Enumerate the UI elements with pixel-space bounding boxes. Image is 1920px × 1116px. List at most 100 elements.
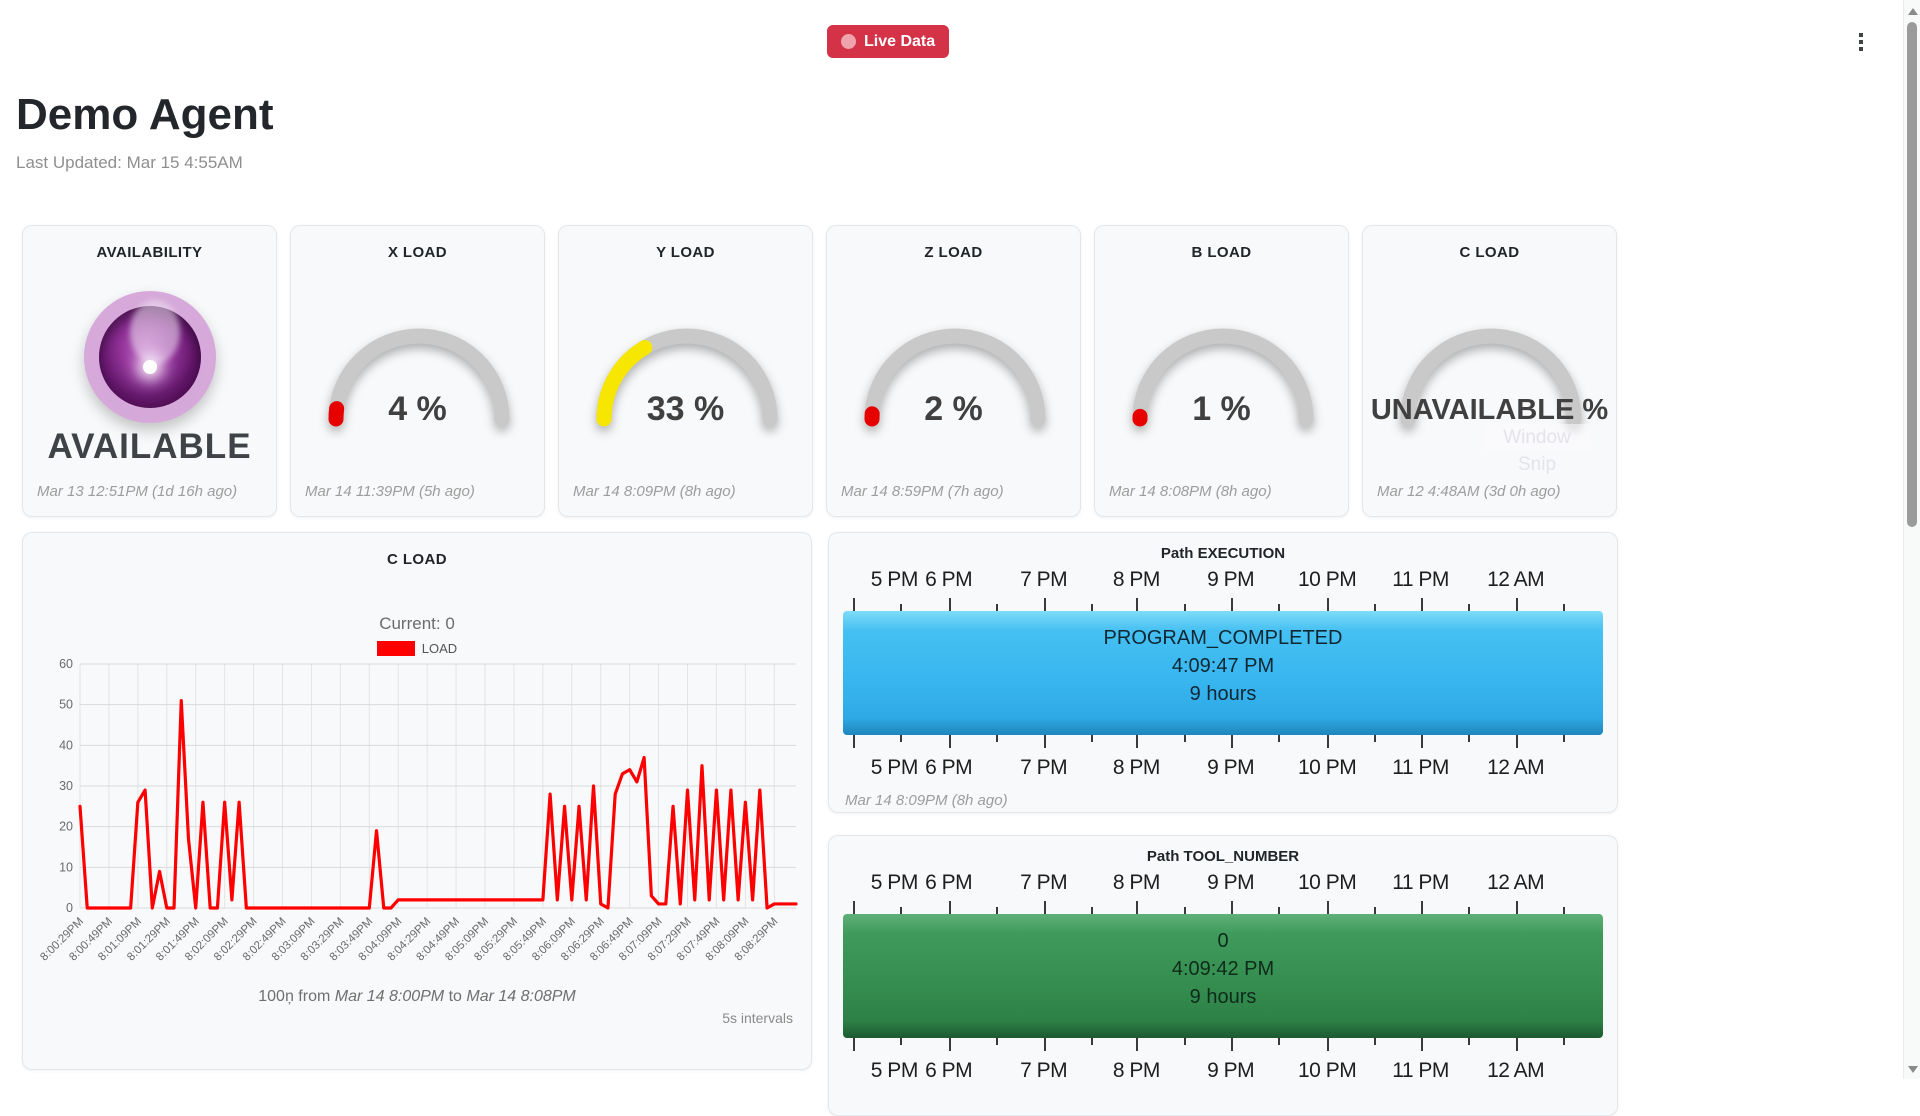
- timeline-axis-labels-bottom: 5 PM 6 PM 7 PM 8 PM 9 PM 10 PM 11 PM 12 AM: [843, 756, 1603, 784]
- timeline-hour-label: 11 PM: [1392, 756, 1449, 779]
- x-load-card: X LOAD 4 % Mar 14 11:39PM (5h ago): [290, 225, 545, 517]
- svg-text:30: 30: [59, 779, 73, 793]
- c-load-card: C LOAD UNAVAILABLE % Mar 12 4:48AM (3d 0…: [1362, 225, 1617, 517]
- scrollbar-thumb[interactable]: [1907, 22, 1917, 527]
- bar-time-label: 4:09:42 PM: [1171, 958, 1275, 980]
- gauge-value: 33 %: [646, 390, 725, 428]
- availability-card: AVAILABILITY AVAILABLE Mar 13 12:51PM (1…: [22, 225, 277, 517]
- card-timestamp: Mar 12 4:48AM (3d 0h ago): [1377, 483, 1561, 500]
- card-title: C LOAD: [1459, 244, 1520, 261]
- timeline-hour-label: 9 PM: [1207, 871, 1255, 894]
- bar-state-label: PROGRAM_COMPLETED: [1103, 627, 1343, 649]
- timeline-hour-label: 11 PM: [1392, 1059, 1449, 1082]
- gauge-arc-icon: [328, 328, 509, 427]
- chart-current-value: Current: 0: [379, 614, 455, 633]
- card-timestamp: Mar 13 12:51PM (1d 16h ago): [37, 483, 238, 500]
- path-execution-card: Path EXECUTION 5 PM 6 PM 7 PM 8 PM 9 PM 10 PM…: [828, 532, 1618, 813]
- card-title: B LOAD: [1191, 244, 1252, 261]
- timeline-hour-label: 9 PM: [1207, 568, 1255, 591]
- timeline-axis-ticks-top: [843, 899, 1603, 914]
- timeline-hour-label: 8 PM: [1112, 756, 1161, 779]
- card-title: Y LOAD: [656, 244, 715, 261]
- last-updated-label: Last Updated: Mar 15 4:55AM: [16, 153, 243, 172]
- card-title: X LOAD: [387, 244, 448, 261]
- timeline-hour-label: 6 PM: [925, 871, 973, 894]
- gauge-value: 4 %: [388, 390, 447, 428]
- path-tool-number-card: Path TOOL_NUMBER 5 PM 6 PM 7 PM 8 PM 9 PM 10 …: [828, 835, 1618, 1116]
- timeline-hour-label: 8 PM: [1112, 568, 1161, 591]
- timeline-hour-label: 10 PM: [1298, 568, 1357, 591]
- kebab-menu-icon[interactable]: [1852, 33, 1870, 57]
- timeline-axis-ticks-bottom: [843, 735, 1603, 750]
- legend-swatch-icon: [376, 641, 415, 656]
- chart-caption: 100ņ from Mar 14 8:00PM to Mar 14 8:08PM: [258, 988, 576, 1005]
- execution-state-bar: PROGRAM_COMPLETED 4:09:47 PM 9 hours: [843, 611, 1603, 735]
- vertical-scrollbar[interactable]: [1903, 0, 1920, 1079]
- c-load-chart-card: C LOAD Current: 0 LOAD 8:00:29PM 8:00:49P…: [22, 532, 812, 1070]
- load-line-chart: 8:00:29PM8:00:49PM8:01:09PM8:01:29PM8:01…: [38, 657, 798, 963]
- timeline-hour-label: 12 AM: [1487, 871, 1545, 894]
- live-data-badge[interactable]: Live Data: [827, 25, 950, 58]
- timeline-axis-labels-top: 5 PM 6 PM 7 PM 8 PM 9 PM 10 PM 11 PM 12 AM: [843, 568, 1603, 596]
- card-timestamp: Mar 14 8:09PM (8h ago): [845, 792, 1008, 809]
- gauge-arc-icon: [596, 328, 777, 427]
- gauge-arc-icon: [864, 328, 1045, 427]
- timeline-hour-label: 10 PM: [1298, 1059, 1357, 1082]
- card-timestamp: Mar 14 8:08PM (8h ago): [1109, 483, 1272, 500]
- timeline-hour-label: 10 PM: [1298, 756, 1357, 779]
- timeline-title: Path TOOL_NUMBER: [1146, 848, 1300, 865]
- svg-text:10: 10: [59, 860, 73, 874]
- svg-text:0: 0: [66, 901, 73, 915]
- bar-duration-label: 9 hours: [1189, 683, 1257, 705]
- card-timestamp: Mar 14 11:39PM (5h ago): [305, 483, 475, 500]
- legend-label: LOAD: [421, 641, 458, 656]
- timeline-hour-label: 12 AM: [1487, 1059, 1545, 1082]
- timeline-hour-label: 7 PM: [1020, 568, 1068, 591]
- card-title: Z LOAD: [924, 244, 983, 261]
- scroll-up-arrow-icon[interactable]: [1908, 8, 1918, 15]
- y-load-card: Y LOAD 33 % Mar 14 8:09PM (8h ago): [558, 225, 813, 517]
- timeline-hour-label: 5 PM: [870, 1059, 919, 1082]
- svg-text:40: 40: [59, 738, 73, 752]
- page-title: Demo Agent: [16, 90, 274, 139]
- timeline-hour-label: 7 PM: [1020, 871, 1068, 894]
- timeline-hour-label: 11 PM: [1392, 871, 1449, 894]
- gauge-row: AVAILABILITY AVAILABLE Mar 13 12:51PM (1…: [22, 225, 1617, 517]
- bar-time-label: 4:09:47 PM: [1171, 655, 1275, 677]
- timeline-hour-label: 5 PM: [870, 568, 919, 591]
- chart-title: C LOAD: [387, 551, 447, 568]
- timeline-axis-labels-top: 5 PM 6 PM 7 PM 8 PM 9 PM 10 PM 11 PM 12 AM: [843, 871, 1603, 899]
- orb-reflection: [129, 300, 180, 364]
- scroll-down-arrow-icon[interactable]: [1908, 1066, 1918, 1073]
- timeline-hour-label: 6 PM: [925, 568, 973, 591]
- timeline-hour-label: 7 PM: [1020, 1059, 1068, 1082]
- svg-text:50: 50: [59, 698, 73, 712]
- timeline-hour-label: 11 PM: [1392, 568, 1449, 591]
- card-title: AVAILABILITY: [96, 244, 203, 261]
- timeline-axis-ticks-bottom: [843, 1038, 1603, 1053]
- timeline-hour-label: 6 PM: [925, 1059, 973, 1082]
- bar-state-label: 0: [1217, 930, 1229, 952]
- timeline-axis-ticks-top: [843, 596, 1603, 611]
- b-load-card: B LOAD 1 % Mar 14 8:08PM (8h ago): [1094, 225, 1349, 517]
- card-timestamp: Mar 14 8:09PM (8h ago): [573, 483, 736, 500]
- bar-duration-label: 9 hours: [1189, 986, 1257, 1008]
- timeline-hour-label: 8 PM: [1112, 871, 1161, 894]
- gauge-arc-icon: [1132, 328, 1313, 427]
- timeline-hour-label: 7 PM: [1020, 756, 1068, 779]
- orb-glow: [142, 360, 157, 374]
- availability-status: AVAILABLE: [47, 427, 252, 466]
- timeline-hour-label: 8 PM: [1112, 1059, 1161, 1082]
- timeline-hour-label: 5 PM: [870, 871, 919, 894]
- timeline-hour-label: 5 PM: [870, 756, 919, 779]
- chart-legend[interactable]: LOAD: [23, 641, 811, 656]
- availability-orb-icon: [83, 291, 216, 423]
- svg-text:60: 60: [59, 657, 73, 671]
- timeline-axis-labels-bottom: 5 PM 6 PM 7 PM 8 PM 9 PM 10 PM 11 PM 12 AM: [843, 1059, 1603, 1087]
- card-timestamp: Mar 14 8:59PM (7h ago): [841, 483, 1004, 500]
- timeline-column: Path EXECUTION 5 PM 6 PM 7 PM 8 PM 9 PM 10 PM…: [828, 532, 1618, 1116]
- timeline-hour-label: 12 AM: [1487, 568, 1545, 591]
- live-indicator-dot-icon: [841, 34, 856, 49]
- chart-interval-note: 5s intervals: [722, 1010, 793, 1026]
- timeline-hour-label: 9 PM: [1207, 756, 1255, 779]
